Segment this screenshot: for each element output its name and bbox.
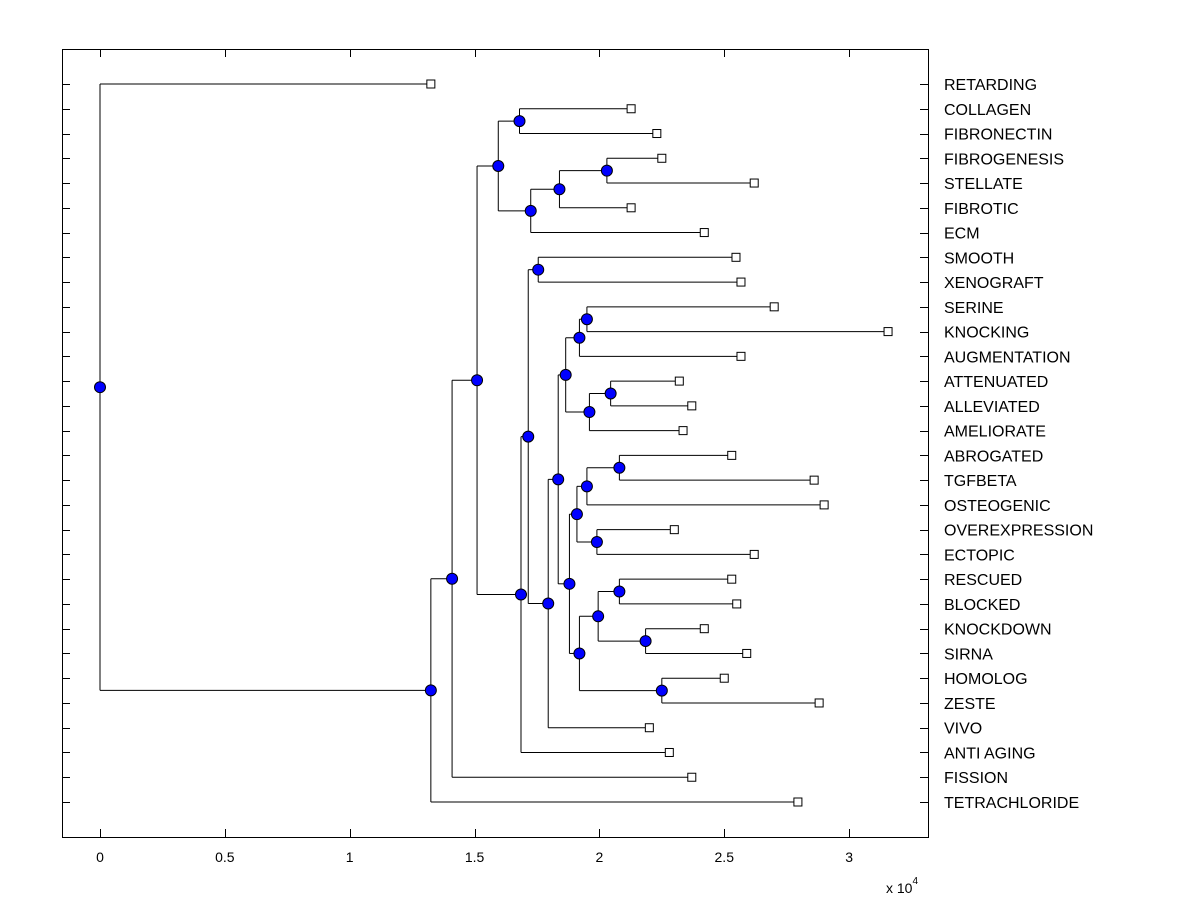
internal-node-marker xyxy=(592,610,605,623)
leaf-label: STELLATE xyxy=(944,176,1023,193)
internal-node-marker xyxy=(613,585,626,598)
leaf-label: COLLAGEN xyxy=(944,102,1031,119)
x-tick-label: 0.5 xyxy=(215,849,235,865)
internal-node-marker xyxy=(573,331,586,344)
leaf-label: SIRNA xyxy=(944,646,993,663)
internal-node-marker xyxy=(513,115,526,128)
leaf-marker xyxy=(814,698,824,708)
x-tick-label: 0 xyxy=(96,849,104,865)
leaf-marker xyxy=(749,178,759,188)
leaf-marker xyxy=(426,79,436,89)
internal-node-marker xyxy=(552,473,565,486)
leaf-marker xyxy=(699,624,709,634)
leaf-marker xyxy=(809,475,819,485)
x-tick-label: 1.5 xyxy=(465,849,485,865)
leaf-label: RESCUED xyxy=(944,572,1022,589)
leaf-marker xyxy=(652,129,662,139)
leaf-marker xyxy=(736,277,746,287)
leaf-marker xyxy=(687,772,697,782)
x-tick-label: 3 xyxy=(845,849,853,865)
internal-node-marker xyxy=(94,381,106,394)
internal-node-marker xyxy=(655,684,668,697)
internal-node-marker xyxy=(573,647,586,660)
leaf-marker xyxy=(644,723,654,733)
internal-node-marker xyxy=(580,480,593,493)
leaf-label: ATTENUATED xyxy=(944,374,1048,391)
leaf-marker xyxy=(678,426,688,436)
leaf-marker xyxy=(626,104,636,114)
leaf-marker xyxy=(657,153,667,163)
internal-node-marker xyxy=(522,430,535,443)
leaf-marker xyxy=(727,574,737,584)
leaf-marker xyxy=(819,500,829,510)
plot-frame xyxy=(62,49,929,838)
x-multiplier: x 104 xyxy=(886,876,918,896)
leaf-marker xyxy=(727,450,737,460)
internal-node-marker xyxy=(559,368,572,381)
leaf-label: AUGMENTATION xyxy=(944,349,1071,366)
leaf-label: ZESTE xyxy=(944,696,996,713)
leaf-label: KNOCKDOWN xyxy=(944,622,1052,639)
internal-node-marker xyxy=(639,635,652,648)
leaf-label: ECM xyxy=(944,226,980,243)
leaf-marker xyxy=(793,797,803,807)
x-tick-label: 2.5 xyxy=(715,849,735,865)
internal-node-marker xyxy=(600,164,613,177)
internal-node-marker xyxy=(471,374,484,387)
leaf-label: FIBROGENESIS xyxy=(944,151,1064,168)
internal-node-marker xyxy=(492,160,505,173)
leaf-label: XENOGRAFT xyxy=(944,275,1044,292)
leaf-label: BLOCKED xyxy=(944,597,1020,614)
leaf-label: ANTI AGING xyxy=(944,745,1036,762)
internal-node-marker xyxy=(446,572,459,585)
leaf-label: TGFBETA xyxy=(944,473,1017,490)
leaf-marker xyxy=(736,351,746,361)
leaf-marker xyxy=(626,203,636,213)
internal-node-marker xyxy=(524,204,537,217)
leaf-label: TETRACHLORIDE xyxy=(944,795,1079,812)
internal-node-marker xyxy=(563,577,576,590)
leaf-marker xyxy=(687,401,697,411)
internal-node-marker xyxy=(570,508,583,521)
leaf-marker xyxy=(732,599,742,609)
leaf-marker xyxy=(749,549,759,559)
leaf-label: FISSION xyxy=(944,770,1008,787)
leaf-label: ALLEVIATED xyxy=(944,399,1040,416)
internal-node-marker xyxy=(532,263,545,276)
leaf-label: KNOCKING xyxy=(944,325,1029,342)
leaf-label: ECTOPIC xyxy=(944,547,1015,564)
leaf-label: HOMOLOG xyxy=(944,671,1028,688)
leaf-marker xyxy=(699,228,709,238)
internal-node-marker xyxy=(613,461,626,474)
leaf-label: SERINE xyxy=(944,300,1004,317)
internal-node-marker xyxy=(542,597,555,610)
x-tick-label: 1 xyxy=(346,849,354,865)
internal-node-marker xyxy=(590,536,603,549)
leaf-label: ABROGATED xyxy=(944,448,1043,465)
internal-node-marker xyxy=(580,313,593,326)
leaf-marker xyxy=(719,673,729,683)
internal-node-marker xyxy=(583,406,596,419)
leaf-label: OSTEOGENIC xyxy=(944,498,1051,515)
leaf-marker xyxy=(674,376,684,386)
internal-node-marker xyxy=(553,183,566,196)
leaf-label: AMELIORATE xyxy=(944,424,1046,441)
leaf-label: SMOOTH xyxy=(944,250,1014,267)
leaf-label: VIVO xyxy=(944,721,982,738)
leaf-marker xyxy=(664,747,674,757)
leaf-marker xyxy=(731,252,741,262)
leaf-marker xyxy=(669,525,679,535)
x-tick-label: 2 xyxy=(596,849,604,865)
internal-node-marker xyxy=(604,387,617,400)
internal-node-marker xyxy=(514,588,527,601)
leaf-label: FIBROTIC xyxy=(944,201,1019,218)
internal-node-marker xyxy=(424,684,437,697)
leaf-marker xyxy=(769,302,779,312)
leaf-marker xyxy=(742,648,752,658)
leaf-label: FIBRONECTIN xyxy=(944,127,1052,144)
leaf-marker xyxy=(883,327,893,337)
leaf-label: RETARDING xyxy=(944,77,1037,94)
leaf-label: OVEREXPRESSION xyxy=(944,523,1093,540)
